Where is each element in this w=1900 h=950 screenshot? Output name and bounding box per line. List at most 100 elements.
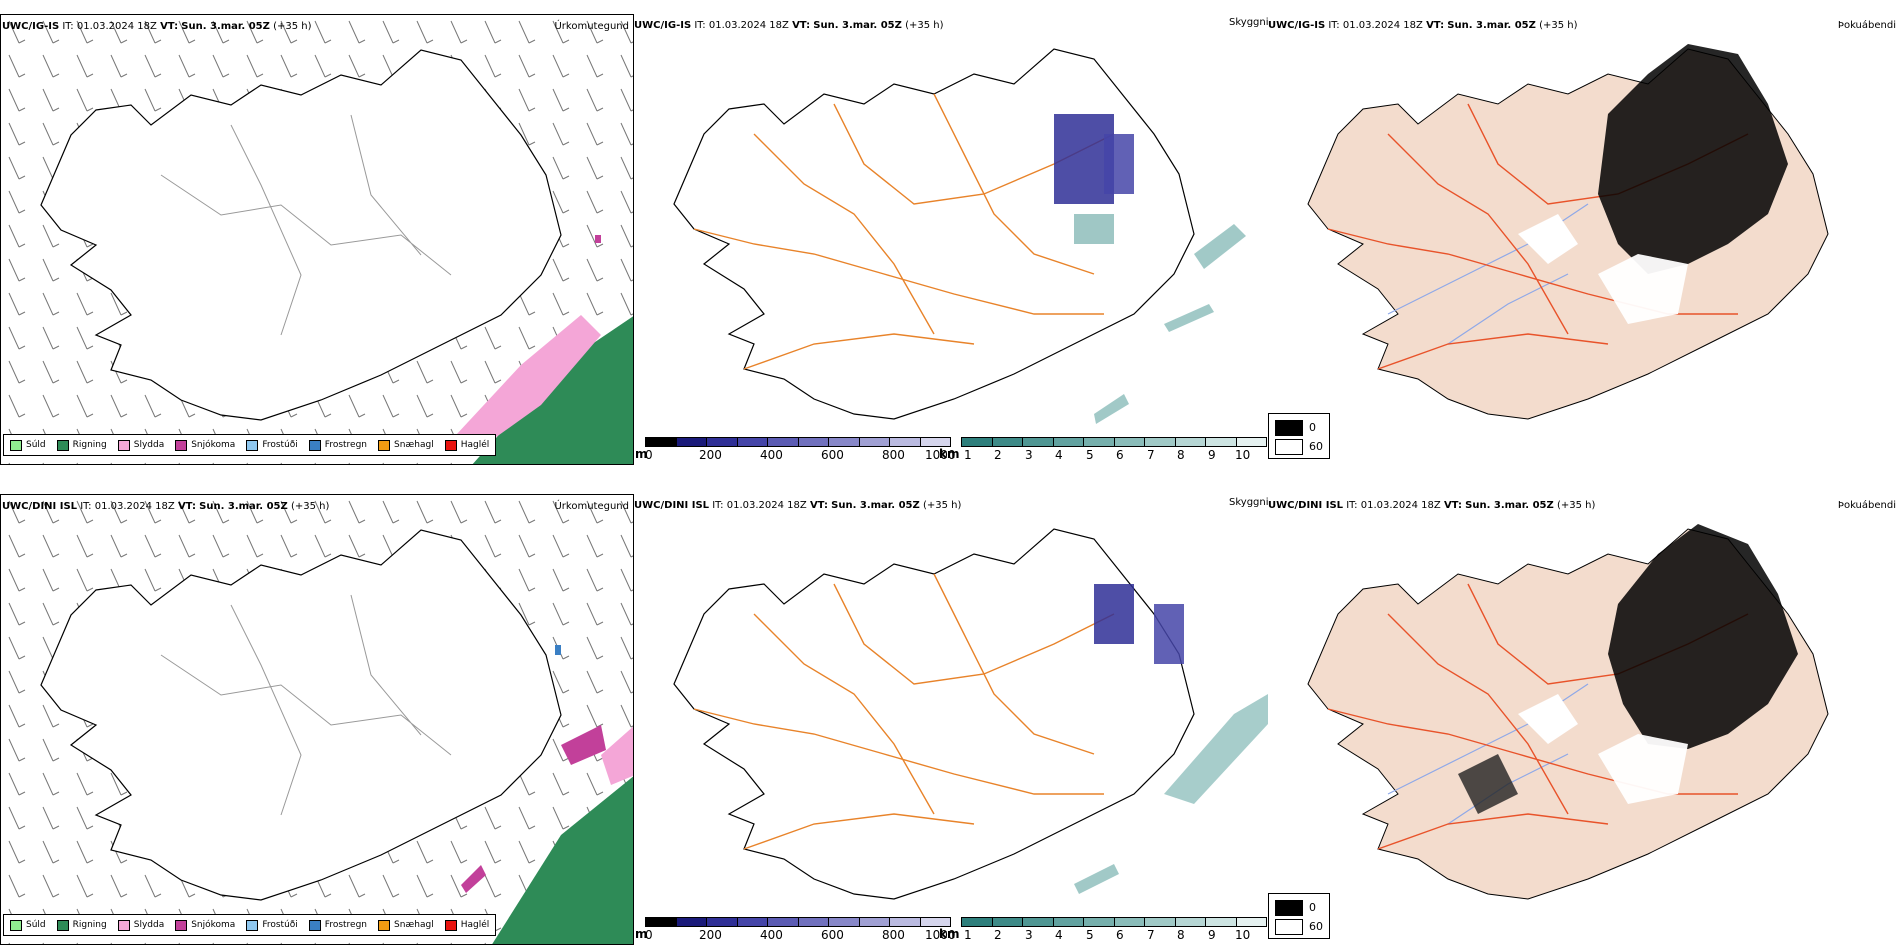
roads	[693, 93, 1115, 370]
tick-label: 200	[699, 448, 722, 462]
legend-label: Slydda	[133, 920, 165, 930]
valid-label: VT:	[160, 21, 179, 32]
legend-label: Frostúði	[262, 440, 298, 450]
tick-label: 1	[964, 448, 972, 462]
panel-header: UWC/IG-IS IT: 01.03.2024 18Z VT: Sun. 3.…	[2, 21, 312, 33]
init-label: IT:	[80, 501, 92, 512]
legend-item: Slydda	[117, 919, 165, 931]
model-name: UWC/DINI ISL	[2, 501, 78, 512]
tick-label: 6	[1116, 928, 1124, 942]
legend-label: Súld	[26, 440, 46, 450]
panel-header: UWC/DINI ISL IT: 01.03.2024 18Z VT: Sun.…	[1268, 500, 1595, 512]
legend-label: Frostregn	[324, 920, 368, 930]
model-name: UWC/IG-IS	[2, 21, 60, 32]
tick-label: 1000	[925, 928, 956, 942]
legend-swatch	[444, 439, 457, 451]
cloud-map-panel-top: UWC/IG-IS IT: 01.03.2024 18Z VT: Sun. 3.…	[634, 14, 1268, 465]
lead-time: (+35 h)	[290, 501, 330, 512]
tick-label: 2	[994, 448, 1002, 462]
cloud-map-bottom	[673, 528, 1268, 900]
legend-item: Frostúði	[246, 439, 298, 451]
valid-label: VT:	[1443, 500, 1462, 511]
legend-item: Frostregn	[308, 439, 367, 451]
tick-label: 200	[699, 928, 722, 942]
precip-legend: Súld Rigning Slydda Snjókoma Frostúði Fr…	[3, 914, 497, 936]
cloud-base-unit: m	[635, 447, 648, 461]
valid-time: Sun. 3.mar. 05Z	[199, 501, 288, 512]
model-name: UWC/DINI ISL	[1268, 500, 1344, 511]
fog-map-bottom	[1307, 524, 1829, 900]
tick-label: 5	[1086, 928, 1094, 942]
roads	[1327, 103, 1749, 370]
valid-time: Sun. 3.mar. 05Z	[813, 20, 902, 31]
tick-label: 4	[1055, 448, 1063, 462]
tick-label: 800	[882, 928, 905, 942]
fog-key: 0 60	[1268, 413, 1330, 459]
legend-item: Snæhagl	[378, 919, 434, 931]
tick-label: 2	[994, 928, 1002, 942]
model-name: UWC/IG-IS	[634, 20, 692, 31]
legend-label: Slydda	[133, 440, 165, 450]
legend-label: Frostúði	[262, 920, 298, 930]
precip-map-bottom	[1, 495, 633, 944]
fog-key-label: 60	[1309, 920, 1323, 933]
legend-swatch	[246, 919, 259, 931]
cloud-map-top	[673, 48, 1246, 424]
valid-label: VT:	[792, 20, 811, 31]
fog-key-label: 0	[1309, 421, 1316, 434]
colorbar-cells	[961, 437, 1267, 447]
lead-time: (+35 h)	[273, 21, 312, 32]
legend-label: Snæhagl	[394, 920, 434, 930]
init-label: IT:	[1328, 20, 1340, 31]
init-label: IT:	[1346, 500, 1358, 511]
tick-label: 600	[821, 928, 844, 942]
legend-swatch	[117, 439, 130, 451]
legend-swatch	[10, 439, 22, 451]
rain-area	[492, 776, 633, 944]
colorbar-cells	[961, 917, 1267, 927]
tick-label: 800	[882, 448, 905, 462]
legend-item: Frostúði	[246, 919, 298, 931]
legend-swatch	[56, 919, 69, 931]
legend-item: Frostregn	[308, 919, 368, 931]
tick-label: 0	[645, 928, 653, 942]
iceland-coastline	[40, 529, 562, 901]
fog-key-label: 60	[1309, 440, 1323, 453]
fog-field	[1608, 524, 1798, 749]
tick-label: 400	[760, 448, 783, 462]
fog-title: Þokuábendi	[1837, 20, 1896, 31]
cloud-base-unit: m	[635, 927, 648, 941]
valid-time: Sun. 3.mar. 05Z	[831, 500, 920, 511]
fog-key-swatch	[1275, 919, 1303, 935]
legend-swatch	[378, 439, 391, 451]
legend-item: Snæhagl	[378, 439, 434, 451]
tick-label: 9	[1208, 448, 1216, 462]
fog-title: Þokuábendi	[1837, 500, 1896, 511]
fog-map-top	[1307, 44, 1829, 420]
model-name: UWC/IG-IS	[1268, 20, 1326, 31]
visibility-unit: km	[939, 447, 960, 461]
legend-label: Súld	[26, 920, 46, 930]
init-label: IT:	[694, 20, 706, 31]
tick-label: 10	[1235, 928, 1251, 942]
panel-header: UWC/DINI ISL IT: 01.03.2024 18Z VT: Sun.…	[2, 501, 329, 513]
legend-label: Rigning	[72, 920, 107, 930]
cloud-map-panel-bottom: UWC/DINI ISL IT: 01.03.2024 18Z VT: Sun.…	[634, 494, 1268, 945]
lead-time: (+35 h)	[905, 20, 944, 31]
legend-label: Haglél	[460, 920, 490, 930]
precip-title: Úrkomutegund	[554, 21, 629, 32]
sleet-area	[601, 726, 633, 785]
valid-time: Sun. 3.mar. 05Z	[181, 21, 270, 32]
init-time: 01.03.2024 18Z	[1342, 20, 1423, 31]
iceland-coastline	[40, 49, 562, 421]
precip-map-panel-top: UWC/IG-IS IT: 01.03.2024 18Z VT: Sun. 3.…	[0, 14, 634, 465]
model-name: UWC/DINI ISL	[634, 500, 710, 511]
tick-label: 6	[1116, 448, 1124, 462]
legend-swatch	[10, 919, 22, 931]
roads	[1327, 583, 1749, 850]
visibility-unit: km	[939, 927, 960, 941]
cloud-base-colorbar: 0 200 400 600 800 1000	[645, 917, 956, 942]
iceland-coastline	[673, 528, 1195, 900]
visibility-colorbar: 1 2 3 4 5 6 7 8 9 10	[961, 917, 1267, 942]
precip-map-panel-bottom: UWC/DINI ISL IT: 01.03.2024 18Z VT: Sun.…	[0, 494, 634, 945]
